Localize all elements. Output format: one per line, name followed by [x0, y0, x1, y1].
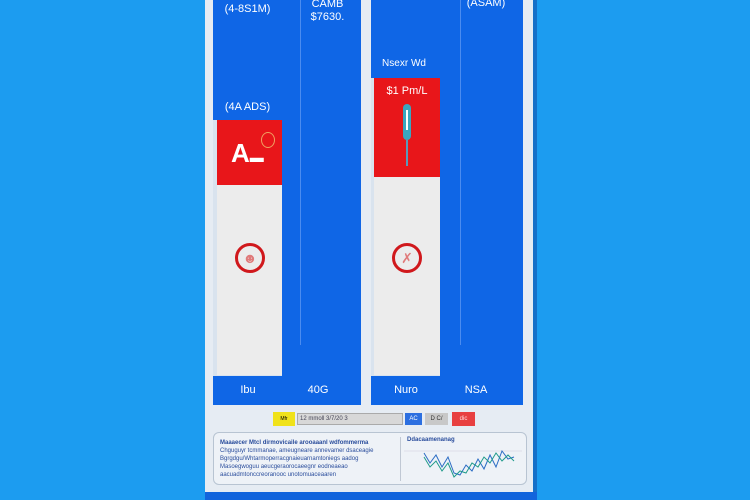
info-line: Maaaecer Mtcl dirmovicaile arooaaanl wdf…: [220, 440, 369, 446]
legend-red-icon[interactable]: dic: [452, 412, 475, 426]
info-line: Bgrgdgu/Whtarmoperracgnaieuarnamtoniegs …: [220, 456, 359, 462]
legend-blue-icon[interactable]: AC: [405, 413, 422, 425]
mini-chart-title: Ddacaamenanag: [407, 437, 455, 443]
left-right-top-value: $7630.: [310, 11, 345, 23]
right-grey-column: ✗: [374, 177, 440, 375]
info-box: Maaaecer Mtcl dirmovicaile arooaaanl wdf…: [213, 432, 527, 485]
right-card-footer[interactable]: Nuro NSA: [371, 376, 523, 405]
left-mid-label: (4A ADS): [224, 101, 271, 113]
left-grey-column: ☻: [217, 185, 282, 375]
legend-yellow[interactable]: Mfr: [273, 412, 295, 426]
left-right-top-label: CAMB: [311, 0, 344, 10]
right-footer-right: NSA: [464, 384, 488, 396]
info-line: Chguguyr tcmmanae, ameugneare annevamer …: [220, 448, 374, 454]
right-top-label: (ASAM): [466, 0, 506, 9]
right-card: $1 Pm/L ✗ Nsexr Wd (ASAM) Nuro NSA: [371, 0, 523, 405]
legend-bar[interactable]: 12 mmoll 3/7/20 3: [297, 413, 403, 425]
info-line: Masoegwoguu aeucgeraorocaeegnr eodneaeao: [220, 464, 348, 470]
right-footer-left: Nuro: [394, 384, 418, 396]
bottom-bar: [205, 492, 537, 500]
right-red-value: $1 Pm/L: [386, 85, 428, 97]
right-header-label: Nsexr Wd: [382, 58, 426, 69]
left-top-label: (4-8S1M): [224, 3, 271, 15]
left-footer-left: Ibu: [240, 384, 256, 396]
left-blue-column: [282, 0, 361, 376]
left-alert-block: A▬: [217, 120, 282, 185]
info-text: Maaaecer Mtcl dirmovicaile arooaaanl wdf…: [220, 439, 398, 479]
mini-chart-series-2: [423, 452, 515, 478]
syringe-icon: [403, 104, 411, 140]
right-blue-column: [440, 0, 523, 376]
left-card-footer[interactable]: Ibu 40G: [213, 376, 361, 405]
swirl-icon: [261, 132, 275, 148]
warning-symbol-icon: A▬: [231, 138, 264, 168]
legend-grey-icon[interactable]: D C/: [425, 413, 448, 425]
info-line: aacuadmtonccreoranooc unotomuaceaaren: [220, 472, 337, 478]
mini-line-chart: [404, 449, 522, 478]
person-prohibited-icon: ☻: [235, 243, 265, 273]
right-alert-block: $1 Pm/L: [374, 78, 440, 177]
left-card: A▬ ☻ (4-8S1M) (4A ADS) CAMB $7630. Ibu 4…: [213, 0, 361, 405]
no-injection-icon: ✗: [392, 243, 422, 273]
left-footer-right: 40G: [307, 384, 329, 396]
